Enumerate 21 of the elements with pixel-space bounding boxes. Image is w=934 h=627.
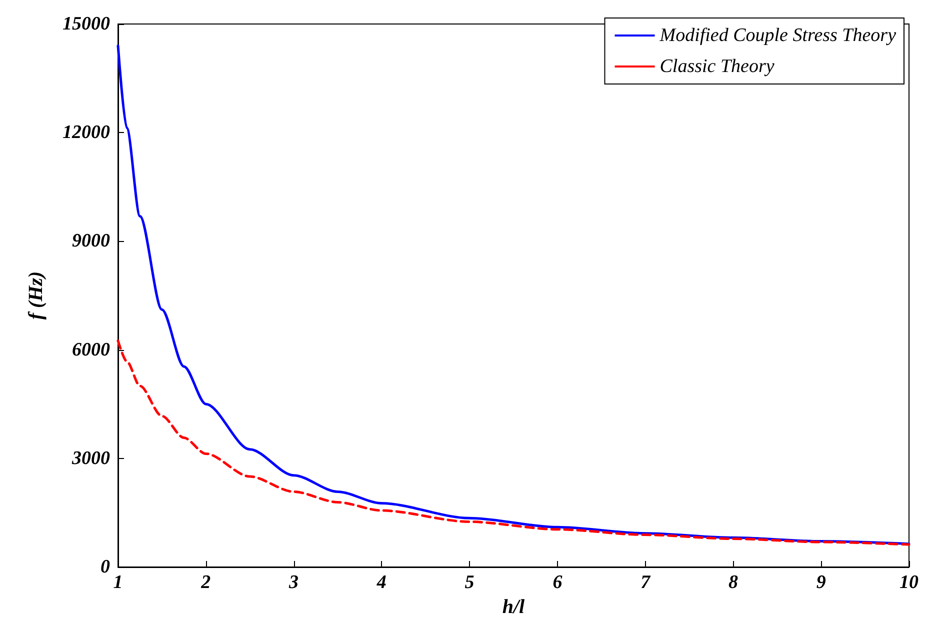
x-axis-title: h/l: [502, 596, 526, 618]
y-tick-label: 3000: [71, 448, 110, 469]
x-tick-label: 3: [288, 572, 299, 593]
legend-label: Classic Theory: [660, 56, 775, 77]
x-tick-label: 6: [552, 572, 563, 593]
legend-label: Modified Couple Stress Theory: [658, 25, 897, 46]
y-tick-label: 15000: [62, 14, 110, 34]
y-axis-title: f (Hz): [25, 271, 47, 320]
x-tick-label: 2: [200, 572, 212, 593]
y-tick-label: 0: [100, 556, 110, 578]
x-tick-label: 5: [464, 572, 475, 593]
y-tick-label: 12000: [62, 122, 110, 144]
x-tick-label: 10: [900, 572, 919, 593]
x-tick-label: 1: [113, 572, 123, 593]
x-tick-label: 4: [376, 572, 386, 593]
x-tick-label: 8: [728, 572, 738, 593]
x-tick-label: 7: [640, 572, 652, 593]
y-tick-label: 9000: [72, 230, 110, 252]
y-tick-label: 6000: [72, 339, 110, 360]
line-series: [116, 340, 910, 546]
x-tick-label: 9: [816, 572, 826, 593]
